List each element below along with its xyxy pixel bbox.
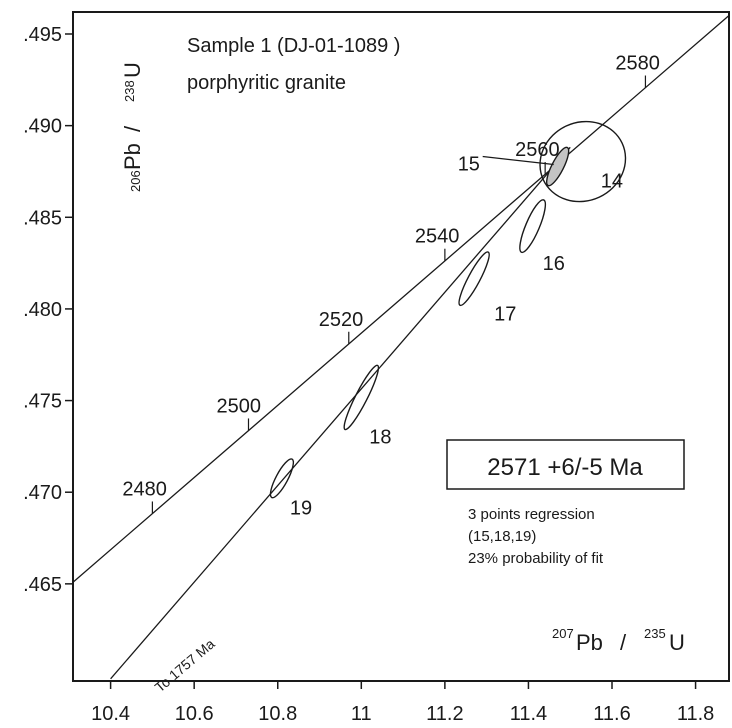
plot-frame	[72, 11, 730, 682]
age-result: 2571 +6/-5 Ma	[487, 454, 643, 481]
ellipse-label-17: 17	[494, 304, 516, 326]
ellipse-label-15: 15	[458, 154, 480, 176]
y-label-pb: Pb	[120, 143, 145, 170]
regression-points: (15,18,19)	[468, 528, 536, 545]
concordia-curve	[72, 14, 730, 583]
sample-title: Sample 1 (DJ-01-1089 )	[187, 35, 400, 57]
ellipse-15-leader	[482, 155, 554, 166]
x-axis-label: 207 Pb / 235 U	[552, 626, 685, 655]
y-tick-label: .495	[23, 24, 62, 46]
discordia-label: To 1757 Ma	[152, 635, 218, 695]
ellipse-label-19: 19	[290, 497, 312, 519]
y-tick-label: .485	[23, 207, 62, 229]
age-tick-label: 2520	[319, 309, 364, 331]
x-tick-label: 11.2	[426, 703, 463, 725]
y-tick-label: .465	[23, 574, 62, 596]
y-tick-label: .475	[23, 391, 62, 413]
x-tick-label: 11.6	[593, 703, 630, 725]
x-tick-label: 11.8	[677, 703, 714, 725]
y-label-sup-206: 206	[128, 170, 143, 192]
concordia-age-ticks	[151, 75, 647, 514]
age-tick-label: 2500	[216, 395, 261, 417]
x-tick-label: 11	[351, 703, 372, 725]
age-tick-label: 2580	[615, 53, 660, 75]
x-tick-labels: 10.4 10.6 10.8 11 11.2 11.4 11.6 11.8	[91, 703, 714, 725]
y-label-slash: /	[120, 125, 145, 132]
error-ellipse-18	[343, 364, 380, 431]
y-tick-label: .470	[23, 482, 62, 504]
x-label-slash: /	[620, 630, 627, 655]
x-label-pb: Pb	[576, 630, 603, 655]
y-tick-label: .480	[23, 299, 62, 321]
age-tick-label: 2560	[515, 139, 560, 161]
x-tick-label: 10.8	[258, 703, 297, 725]
error-ellipse-19	[269, 458, 295, 499]
x-label-sup-207: 207	[552, 626, 574, 641]
plot-area	[72, 14, 730, 680]
discordia-line	[110, 146, 571, 680]
ellipse-label-18: 18	[369, 426, 391, 448]
y-label-sup-238: 238	[122, 80, 137, 102]
error-ellipses	[269, 120, 627, 499]
x-tick-label: 11.4	[510, 703, 547, 725]
x-tick-label: 10.6	[175, 703, 214, 725]
age-tick-label: 2480	[122, 478, 167, 500]
error-ellipse-17	[458, 251, 490, 307]
ellipse-label-16: 16	[543, 253, 565, 275]
x-tick-label: 10.4	[91, 703, 130, 725]
sample-subtitle: porphyritic granite	[187, 72, 346, 94]
y-tick-label: .490	[23, 116, 62, 138]
error-ellipse-14	[539, 120, 627, 203]
y-label-u: U	[120, 62, 145, 78]
y-axis-label: 206 Pb / 238 U	[120, 62, 145, 192]
y-tick-labels: .495 .490 .485 .480 .475 .470 .465	[23, 24, 62, 596]
error-ellipse-16	[519, 199, 547, 254]
probability-of-fit: 23% probability of fit	[468, 550, 604, 567]
x-label-sup-235: 235	[644, 626, 666, 641]
regression-note: 3 points regression	[468, 506, 595, 523]
x-label-u: U	[669, 630, 685, 655]
axis-ticks	[65, 33, 697, 689]
age-tick-label: 2540	[415, 226, 460, 248]
ellipse-label-14: 14	[601, 171, 623, 193]
age-result-box	[446, 439, 685, 490]
